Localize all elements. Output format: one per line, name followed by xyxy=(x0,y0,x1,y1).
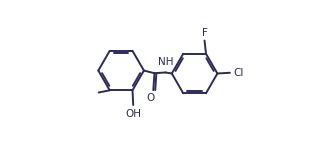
Text: O: O xyxy=(146,93,155,103)
Text: Cl: Cl xyxy=(233,68,244,78)
Text: F: F xyxy=(201,28,207,38)
Text: NH: NH xyxy=(158,57,174,67)
Text: OH: OH xyxy=(125,109,141,119)
